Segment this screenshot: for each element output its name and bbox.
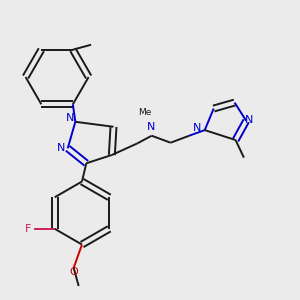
Text: N: N bbox=[193, 123, 202, 134]
Text: N: N bbox=[147, 122, 155, 132]
Text: N: N bbox=[65, 113, 74, 124]
Text: N: N bbox=[245, 115, 254, 125]
Text: F: F bbox=[25, 224, 31, 234]
Text: N: N bbox=[57, 143, 65, 153]
Text: Me: Me bbox=[138, 108, 151, 117]
Text: O: O bbox=[69, 267, 78, 277]
